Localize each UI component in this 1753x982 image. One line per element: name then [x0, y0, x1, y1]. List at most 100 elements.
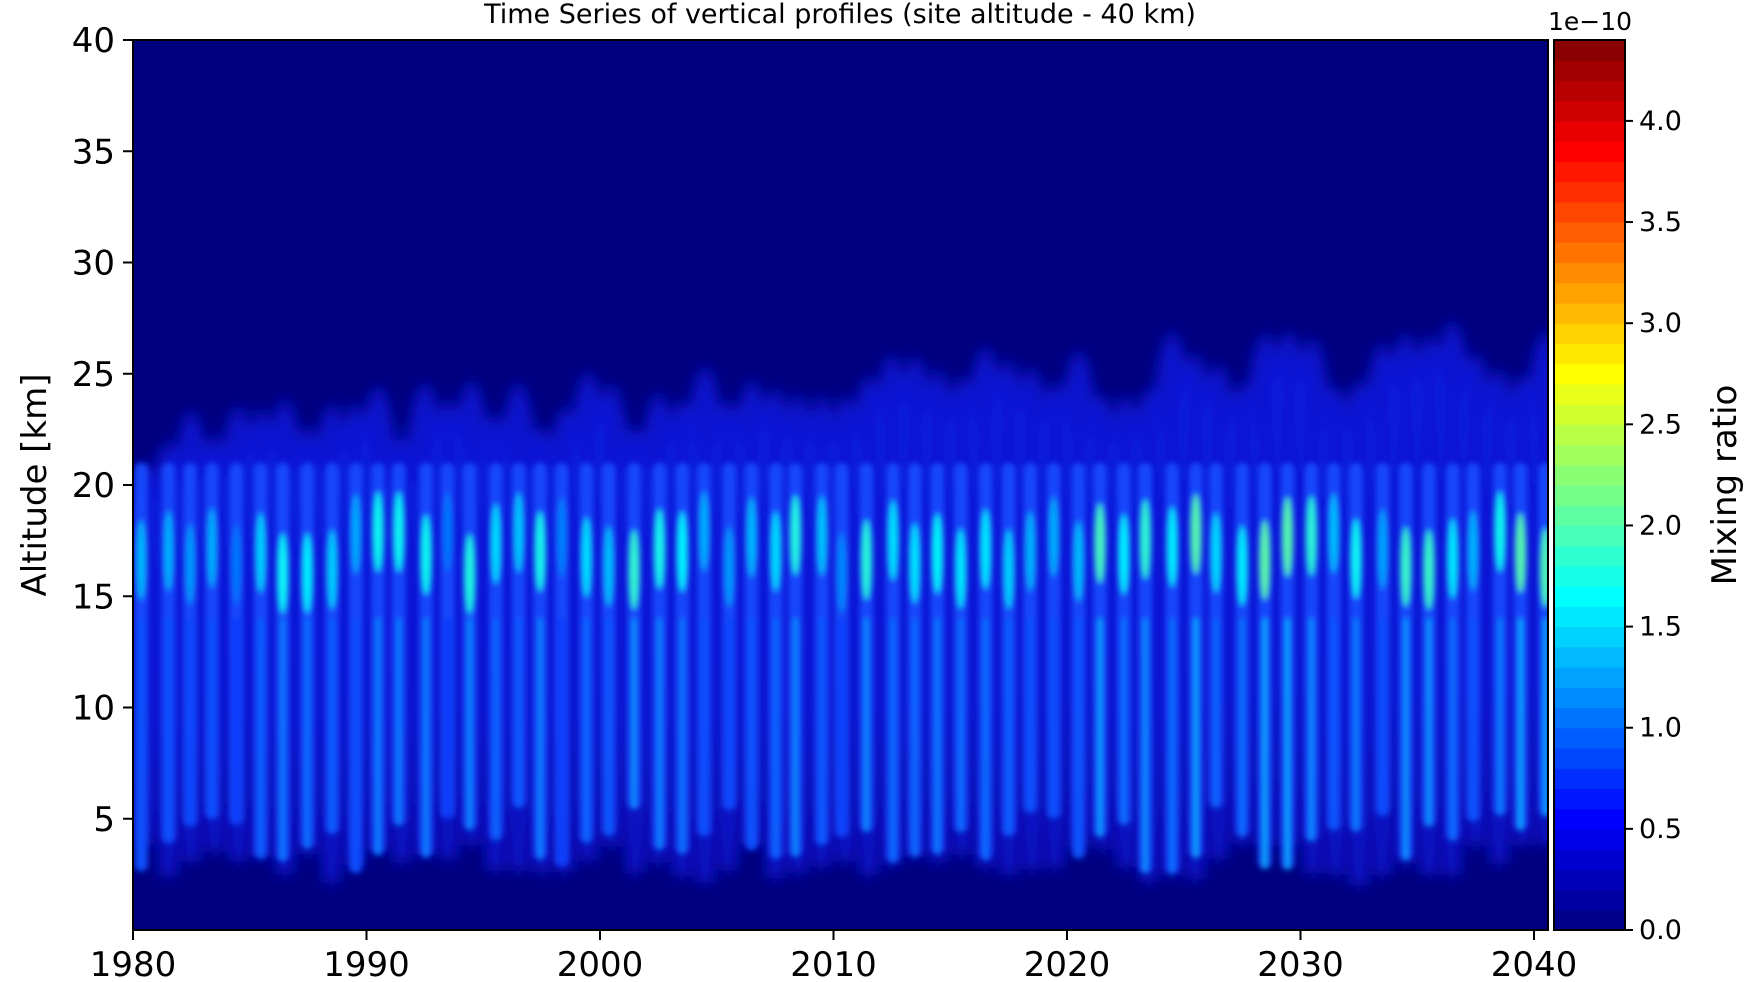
season-peak: [490, 503, 501, 584]
season-streak: [1285, 618, 1290, 870]
season-peak: [790, 495, 801, 576]
season-streak: [1426, 618, 1431, 827]
x-tick-label: 2040: [1491, 945, 1578, 982]
colorbar-level: [1554, 869, 1625, 891]
colorbar-level: [1554, 505, 1625, 527]
season-streak: [493, 618, 498, 841]
season-streak: [983, 618, 988, 861]
y-tick-label: 30: [72, 244, 115, 284]
colorbar-level: [1554, 404, 1625, 425]
season-peak: [1377, 508, 1388, 589]
colorbar-level: [1554, 60, 1625, 82]
colorbar-level: [1554, 343, 1625, 365]
colorbar-tick-label: 1.0: [1639, 713, 1682, 744]
colorbar-level: [1554, 302, 1625, 324]
season-peak: [1073, 521, 1084, 602]
season-streak: [680, 618, 685, 854]
x-tick-label: 2030: [1257, 945, 1344, 982]
season-peak: [1306, 495, 1317, 576]
season-peak: [629, 529, 640, 610]
season-peak: [1025, 511, 1036, 592]
season-peak: [1495, 491, 1506, 572]
season-peak: [699, 491, 710, 572]
season-streak: [1143, 618, 1148, 874]
field-peaks: [134, 462, 1548, 874]
season-streak: [1450, 618, 1455, 841]
y-tick-label: 25: [72, 355, 115, 395]
season-streak: [139, 618, 144, 872]
season-streak: [1403, 618, 1408, 861]
season-streak: [584, 618, 589, 843]
colorbar-level: [1554, 747, 1625, 769]
season-peak: [255, 512, 266, 593]
colorbar-level: [1554, 242, 1625, 264]
season-peak: [816, 495, 827, 576]
colorbar-level: [1554, 282, 1625, 304]
season-streak: [353, 618, 358, 874]
season-peak: [861, 519, 872, 600]
season-peak: [746, 497, 757, 578]
season-peak: [327, 529, 338, 610]
season-streak: [890, 618, 895, 863]
season-peak: [1515, 512, 1526, 593]
colorbar-level: [1554, 707, 1625, 729]
season-streak: [935, 618, 940, 855]
season-peak: [277, 533, 288, 614]
season-streak: [396, 618, 401, 826]
season-peak: [836, 532, 847, 613]
season-peak: [1167, 506, 1178, 587]
plot-area: [132, 39, 1549, 931]
colorbar-level: [1554, 687, 1625, 709]
x-tick-label: 2020: [1024, 945, 1111, 982]
chart-title: Time Series of vertical profiles (site a…: [483, 0, 1196, 30]
colorbar-level: [1554, 788, 1625, 810]
season-streak: [1471, 618, 1476, 822]
colorbar-level: [1554, 181, 1625, 203]
colorbar-level: [1554, 545, 1625, 567]
colorbar-level: [1554, 626, 1625, 648]
y-tick-label: 10: [72, 689, 115, 729]
mixing-ratio-field: [133, 321, 1548, 886]
colorbar-tick-label: 1.5: [1639, 612, 1682, 643]
y-tick-label: 40: [72, 21, 115, 61]
season-streak: [1097, 618, 1102, 837]
season-peak: [1351, 518, 1362, 599]
season-streak: [958, 618, 963, 833]
colorbar-level: [1554, 768, 1625, 790]
colorbar-level: [1554, 141, 1625, 162]
x-tick-label: 2010: [790, 945, 877, 982]
y-axis: 5 10 15 20 25 30 35 40: [72, 21, 133, 840]
y-tick-label: 20: [72, 466, 115, 506]
colorbar-level: [1554, 383, 1625, 405]
season-streak: [559, 618, 564, 868]
season-streak: [632, 618, 637, 809]
colorbar-tick-label: 2.0: [1639, 510, 1682, 541]
colorbar-level: [1554, 525, 1625, 547]
season-streak: [538, 618, 543, 860]
season-streak: [166, 618, 171, 844]
y-tick-label: 5: [93, 800, 115, 840]
colorbar-ticks: 0.0 0.5 1.0 1.5 2.0 2.5 3.0 3.5 4.0: [1625, 106, 1682, 946]
colorbar-level: [1554, 586, 1625, 607]
season-peak: [373, 491, 384, 572]
colorbar-tick-label: 0.0: [1639, 915, 1682, 946]
season-peak: [1400, 526, 1411, 607]
x-axis: 1980 1990 2000 2010 2020 2030 2040: [90, 930, 1578, 982]
season-peak: [980, 509, 991, 590]
season-streak: [188, 618, 193, 827]
season-streak: [727, 618, 732, 811]
colorbar-tick-label: 2.5: [1639, 409, 1682, 440]
colorbar-level: [1554, 323, 1625, 345]
season-peak: [1447, 518, 1458, 599]
colorbar-frame: [1553, 39, 1626, 931]
colorbar-levels: [1554, 40, 1625, 931]
colorbar-level: [1554, 485, 1625, 506]
season-streak: [280, 618, 285, 862]
colorbar-label: Mixing ratio: [1705, 385, 1745, 586]
colorbar-level: [1554, 464, 1625, 486]
season-streak: [376, 618, 381, 856]
colorbar-level: [1554, 100, 1625, 122]
season-streak: [330, 618, 335, 834]
season-streak: [424, 618, 429, 858]
